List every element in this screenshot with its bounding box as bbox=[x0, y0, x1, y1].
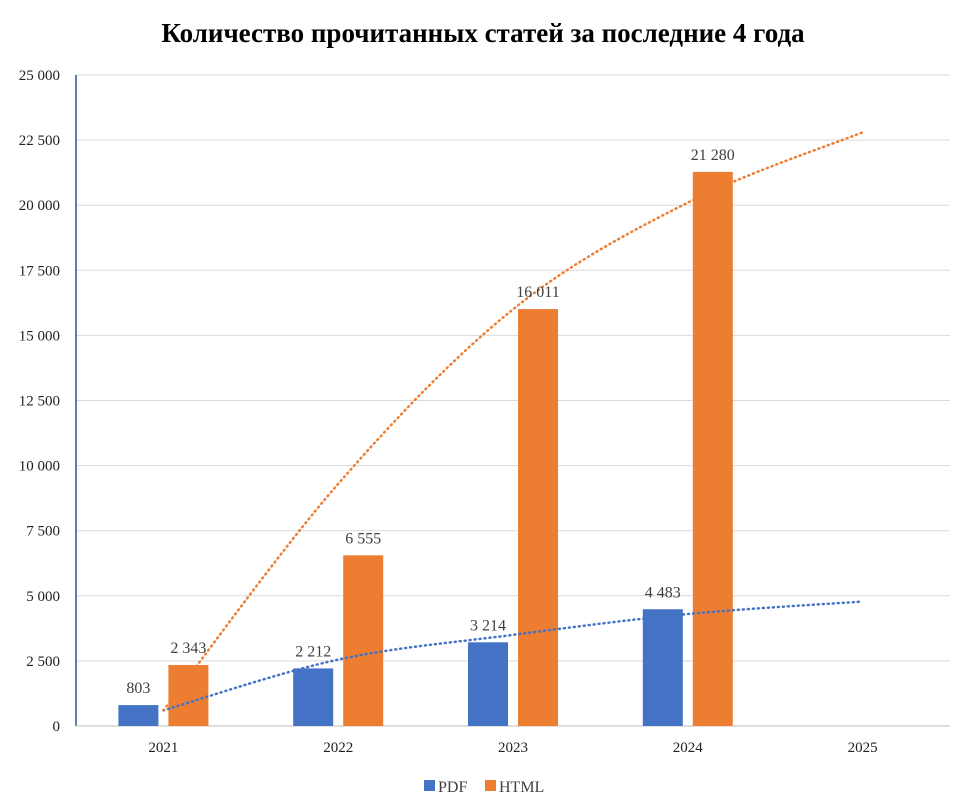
y-tick-label: 0 bbox=[53, 719, 61, 735]
legend: PDF HTML bbox=[424, 779, 544, 796]
x-tick-label: 2022 bbox=[323, 740, 353, 756]
y-tick-label: 15 000 bbox=[19, 328, 60, 344]
data-label: 3 214 bbox=[470, 617, 506, 634]
y-tick-label: 7 500 bbox=[26, 524, 60, 540]
legend-swatch-pdf bbox=[424, 780, 435, 791]
x-tick-label: 2025 bbox=[848, 740, 878, 756]
bar-pdf bbox=[642, 609, 683, 726]
bar-pdf bbox=[293, 668, 334, 726]
data-label: 16 011 bbox=[516, 284, 559, 301]
y-tick-label: 22 500 bbox=[19, 133, 60, 149]
legend-label-pdf: PDF bbox=[438, 779, 467, 796]
y-tick-label: 17 500 bbox=[19, 263, 60, 279]
x-tick-label: 2021 bbox=[148, 740, 178, 756]
bar-html bbox=[518, 309, 558, 726]
data-label: 4 483 bbox=[645, 584, 681, 601]
bar-pdf bbox=[468, 642, 508, 726]
y-tick-label: 5 000 bbox=[26, 589, 60, 605]
y-tick-label: 20 000 bbox=[19, 198, 60, 214]
bar-html bbox=[692, 171, 733, 727]
y-tick-label: 25 000 bbox=[19, 68, 60, 84]
bar-html bbox=[168, 664, 209, 726]
x-axis-ticks: 2021 2022 2023 2024 2025 bbox=[148, 740, 877, 756]
bars bbox=[118, 171, 733, 727]
x-tick-label: 2023 bbox=[498, 740, 528, 756]
legend-label-html: HTML bbox=[499, 779, 544, 796]
legend-swatch-html bbox=[485, 780, 496, 791]
x-tick-label: 2024 bbox=[673, 740, 704, 756]
trendline-html bbox=[162, 131, 864, 712]
data-label: 803 bbox=[126, 680, 150, 697]
trendline-pdf bbox=[162, 600, 864, 712]
chart-title: Количество прочитанных статей за последн… bbox=[161, 18, 805, 48]
trendlines bbox=[162, 131, 864, 712]
y-tick-label: 2 500 bbox=[26, 654, 60, 670]
y-tick-label: 12 500 bbox=[19, 394, 60, 410]
data-label: 6 555 bbox=[345, 530, 381, 547]
data-label: 2 343 bbox=[170, 640, 206, 657]
data-labels: 803 2 212 3 214 4 483 2 343 6 555 16 011 21 280 bbox=[126, 147, 734, 697]
bar-pdf bbox=[118, 705, 159, 726]
data-label: 2 212 bbox=[295, 643, 331, 660]
bar-html bbox=[343, 555, 384, 726]
y-tick-label: 10 000 bbox=[19, 459, 60, 475]
y-axis-ticks: 0 2 500 5 000 7 500 10 000 12 500 15 000 17 500… bbox=[19, 68, 60, 735]
data-label: 21 280 bbox=[691, 147, 735, 164]
gridlines bbox=[76, 74, 950, 662]
